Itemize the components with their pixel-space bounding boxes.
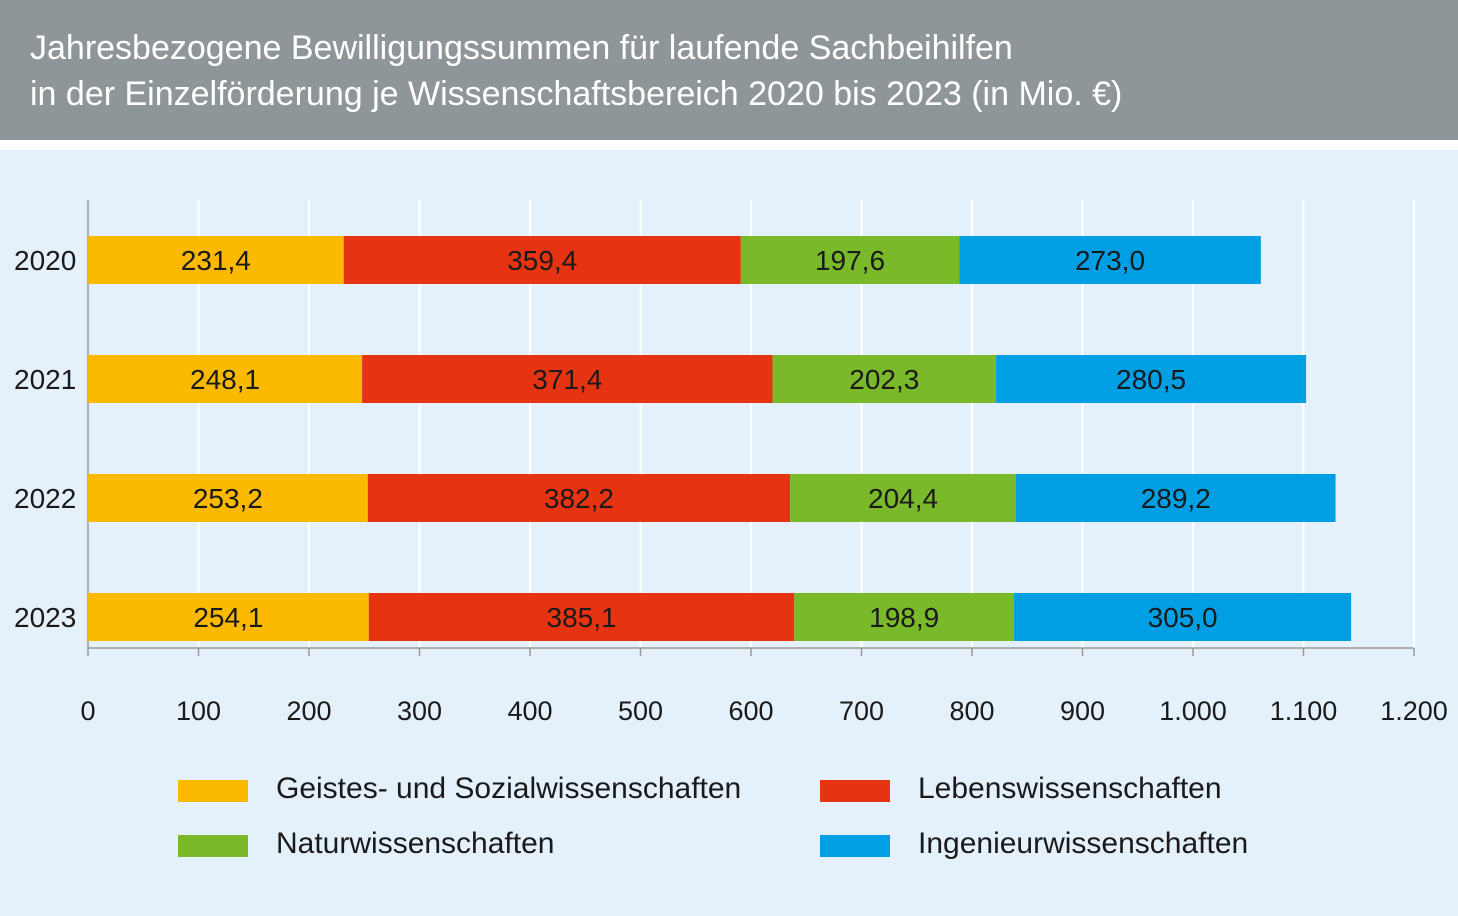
bar-2022-series-0	[88, 474, 368, 522]
data-label-2020-series-1: 359,4	[507, 245, 577, 276]
data-label-2023-series-3: 305,0	[1148, 602, 1218, 633]
bar-2022-series-3	[1015, 474, 1336, 522]
data-label-2023-series-0: 254,1	[193, 602, 263, 633]
x-tick-label-700: 700	[839, 696, 884, 726]
legend-label-geistes: Geistes- und Sozialwissenschaften	[276, 772, 742, 805]
data-label-2020-series-2: 197,6	[815, 245, 885, 276]
bar-2020-series-1	[343, 236, 741, 284]
data-label-2020-series-0: 231,4	[181, 245, 251, 276]
bar-2021-series-2	[772, 355, 997, 403]
bar-2023-series-2	[794, 593, 1015, 641]
category-label-2022: 2022	[14, 483, 76, 514]
bar-2023-series-1	[368, 593, 795, 641]
x-tick-label-300: 300	[397, 696, 442, 726]
x-tick-label-400: 400	[507, 696, 552, 726]
x-tick-label-1200: 1.200	[1380, 696, 1448, 726]
bar-2021-series-3	[996, 355, 1307, 403]
x-tick-label-100: 100	[176, 696, 221, 726]
legend-swatch-geistes	[178, 780, 248, 802]
chart-header: Jahresbezogene Bewilligungssummen für la…	[0, 0, 1458, 140]
legend-label-natur: Naturwissenschaften	[276, 827, 555, 860]
bar-2021-series-1	[362, 355, 773, 403]
data-label-2020-series-3: 273,0	[1075, 245, 1145, 276]
chart-title-line-2: in der Einzelförderung je Wissenschaftsb…	[30, 75, 1123, 113]
legend-label-ingenieur: Ingenieurwissenschaften	[918, 827, 1249, 860]
data-label-2023-series-1: 385,1	[547, 602, 617, 633]
x-tick-label-600: 600	[728, 696, 773, 726]
chart-title-line-1: Jahresbezogene Bewilligungssummen für la…	[30, 29, 1013, 67]
legend-label-lebens: Lebenswissenschaften	[918, 772, 1222, 805]
data-label-2022-series-3: 289,2	[1141, 483, 1211, 514]
data-label-2023-series-2: 198,9	[869, 602, 939, 633]
bar-2022-series-1	[367, 474, 791, 522]
bar-2021-series-0	[88, 355, 363, 403]
legend-swatch-natur	[178, 835, 248, 857]
data-label-2021-series-3: 280,5	[1116, 364, 1186, 395]
bar-2020-series-3	[959, 236, 1261, 284]
x-tick-label-1000: 1.000	[1159, 696, 1227, 726]
bar-2022-series-2	[790, 474, 1016, 522]
category-label-2021: 2021	[14, 364, 76, 395]
data-label-2021-series-0: 248,1	[190, 364, 260, 395]
x-tick-label-800: 800	[949, 696, 994, 726]
bar-2023-series-3	[1014, 593, 1352, 641]
data-label-2022-series-2: 204,4	[868, 483, 938, 514]
x-tick-label-500: 500	[618, 696, 663, 726]
legend-swatch-lebens	[820, 780, 890, 802]
chart-panel: 0 100 200 300 400 500 600 700 800 900 1.000 1.100 1.…	[0, 150, 1458, 916]
data-label-2021-series-2: 202,3	[849, 364, 919, 395]
bar-2020-series-0	[88, 236, 344, 284]
legend-swatch-ingenieur	[820, 835, 890, 857]
x-tick-label-1100: 1.100	[1270, 696, 1338, 726]
bar-2020-series-2	[740, 236, 960, 284]
data-label-2021-series-1: 371,4	[532, 364, 602, 395]
category-label-2020: 2020	[14, 245, 76, 276]
data-label-2022-series-0: 253,2	[193, 483, 263, 514]
bar-2023-series-0	[88, 593, 369, 641]
stacked-bar-chart: 0 100 200 300 400 500 600 700 800 900 1.000 1.100 1.…	[14, 200, 1448, 726]
data-label-2022-series-1: 382,2	[544, 483, 614, 514]
x-tick-label-900: 900	[1060, 696, 1105, 726]
category-label-2023: 2023	[14, 602, 76, 633]
x-tick-label-0: 0	[80, 696, 95, 726]
x-tick-label-200: 200	[286, 696, 331, 726]
